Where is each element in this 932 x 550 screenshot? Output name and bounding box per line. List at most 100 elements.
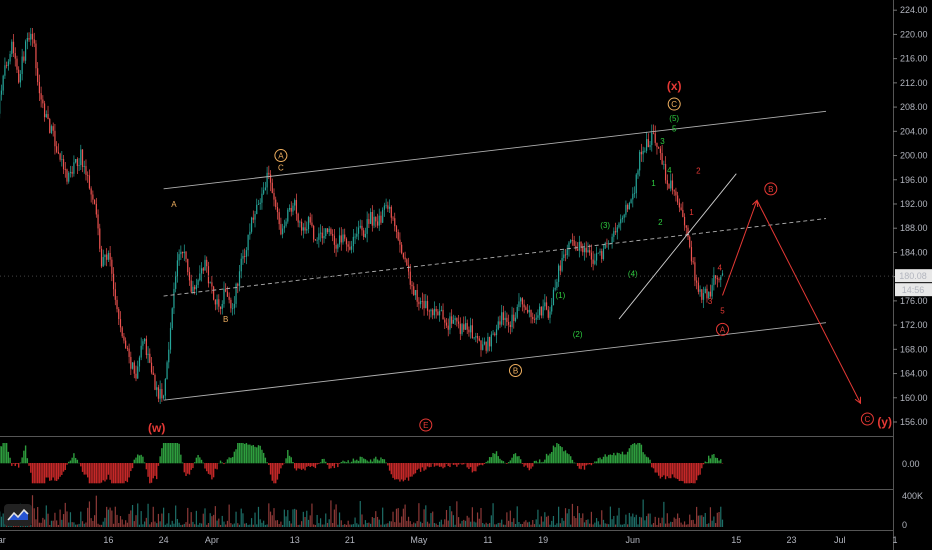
oscillator-bar	[52, 463, 54, 478]
volume-bar	[706, 523, 708, 527]
oscillator-bar	[166, 443, 168, 464]
candle-body	[340, 235, 342, 243]
wave-label: 1	[651, 179, 656, 188]
volume-bar	[125, 520, 127, 527]
volume-bar	[292, 509, 294, 527]
volume-bar	[528, 521, 530, 527]
candle-body	[508, 321, 510, 325]
volume-bar	[470, 521, 472, 527]
oscillator-bar	[399, 463, 401, 482]
candle-body	[627, 204, 629, 210]
volume-bar	[112, 523, 115, 527]
candle-body	[483, 341, 486, 345]
candle-body	[690, 247, 693, 262]
candle-body	[376, 221, 379, 226]
oscillator-bar	[124, 463, 127, 481]
volume-bar	[307, 519, 310, 527]
volume-bar	[649, 513, 651, 527]
wave-label: B	[223, 315, 228, 324]
price-tick-label: 192.00	[900, 199, 928, 209]
volume-bar	[452, 515, 454, 527]
candle-body	[673, 190, 675, 192]
candle-body	[595, 253, 598, 261]
volume-bar	[111, 510, 113, 527]
volume-bar	[176, 519, 178, 527]
oscillator-bar	[549, 453, 551, 464]
volume-bar	[76, 524, 78, 527]
oscillator-bar	[469, 463, 472, 468]
oscillator-bar	[457, 463, 460, 465]
volume-bar	[382, 507, 384, 527]
volume-bar	[181, 524, 184, 527]
oscillator-bar	[294, 463, 296, 469]
oscillator-bar	[595, 461, 598, 464]
volume-bar	[454, 524, 456, 527]
candle-body	[142, 341, 144, 346]
volume-bar	[554, 524, 556, 527]
volume-bar	[309, 515, 311, 527]
tradingview-logo-icon[interactable]	[4, 504, 32, 526]
candle-body	[137, 366, 139, 379]
oscillator-bar	[140, 454, 142, 464]
candle-body	[554, 287, 556, 290]
candle-body	[363, 230, 365, 237]
candle-body	[590, 252, 592, 260]
volume-bar	[156, 523, 158, 527]
candle-body	[271, 182, 273, 194]
candle-body	[238, 271, 241, 286]
oscillator-bar	[513, 454, 515, 464]
oscillator-bar	[499, 458, 501, 464]
volume-bar	[88, 501, 91, 527]
channel-upper-line[interactable]	[163, 110, 827, 190]
oscillator-bar	[594, 461, 596, 464]
volume-bar	[530, 524, 532, 527]
volume-bar	[337, 524, 339, 527]
oscillator-bar	[618, 453, 620, 464]
oscillator-bar	[709, 458, 712, 464]
candle-body	[537, 315, 539, 318]
candle-body	[38, 82, 40, 94]
oscillator-bar	[111, 463, 113, 484]
volume-bar	[2, 513, 4, 527]
oscillator-bar	[461, 463, 463, 465]
candle-body	[677, 195, 679, 203]
oscillator-bar	[104, 463, 106, 482]
channel-lower-line[interactable]	[163, 322, 827, 401]
oscillator-bar	[245, 443, 248, 464]
candle-body	[485, 341, 487, 351]
candle-body	[173, 288, 175, 309]
volume-bar	[659, 523, 661, 527]
candle-body	[492, 333, 494, 335]
projection-segment[interactable]	[722, 200, 758, 296]
wave-label: B	[513, 367, 518, 376]
candle-body	[21, 56, 23, 74]
last-price-tag[interactable]	[895, 269, 932, 283]
oscillator-bar	[290, 457, 292, 464]
volume-bar	[604, 523, 606, 527]
volume-bar	[621, 524, 624, 527]
channel-middle-line[interactable]	[163, 218, 827, 297]
volume-bar	[716, 512, 718, 527]
volume-bar	[95, 495, 97, 527]
projection-segment[interactable]	[756, 200, 861, 403]
oscillator-bar	[147, 463, 149, 477]
volume-bar	[711, 520, 713, 527]
volume-bar	[680, 522, 682, 527]
oscillator-bar	[644, 454, 646, 464]
volume-bar	[673, 517, 675, 527]
volume-bar	[380, 524, 382, 527]
oscillator-bar	[466, 463, 468, 468]
volume-bar	[406, 520, 408, 527]
volume-bar	[294, 508, 296, 527]
volume-bar	[43, 519, 46, 527]
candle-body	[194, 286, 196, 290]
volume-bar	[218, 518, 220, 527]
volume-bar	[577, 506, 579, 527]
candle-body	[718, 279, 720, 281]
impulse-trend-line[interactable]	[618, 173, 737, 320]
volume-bar	[502, 524, 505, 527]
candle-body	[157, 387, 160, 399]
volume-bar	[494, 524, 496, 527]
oscillator-bar	[112, 463, 115, 484]
